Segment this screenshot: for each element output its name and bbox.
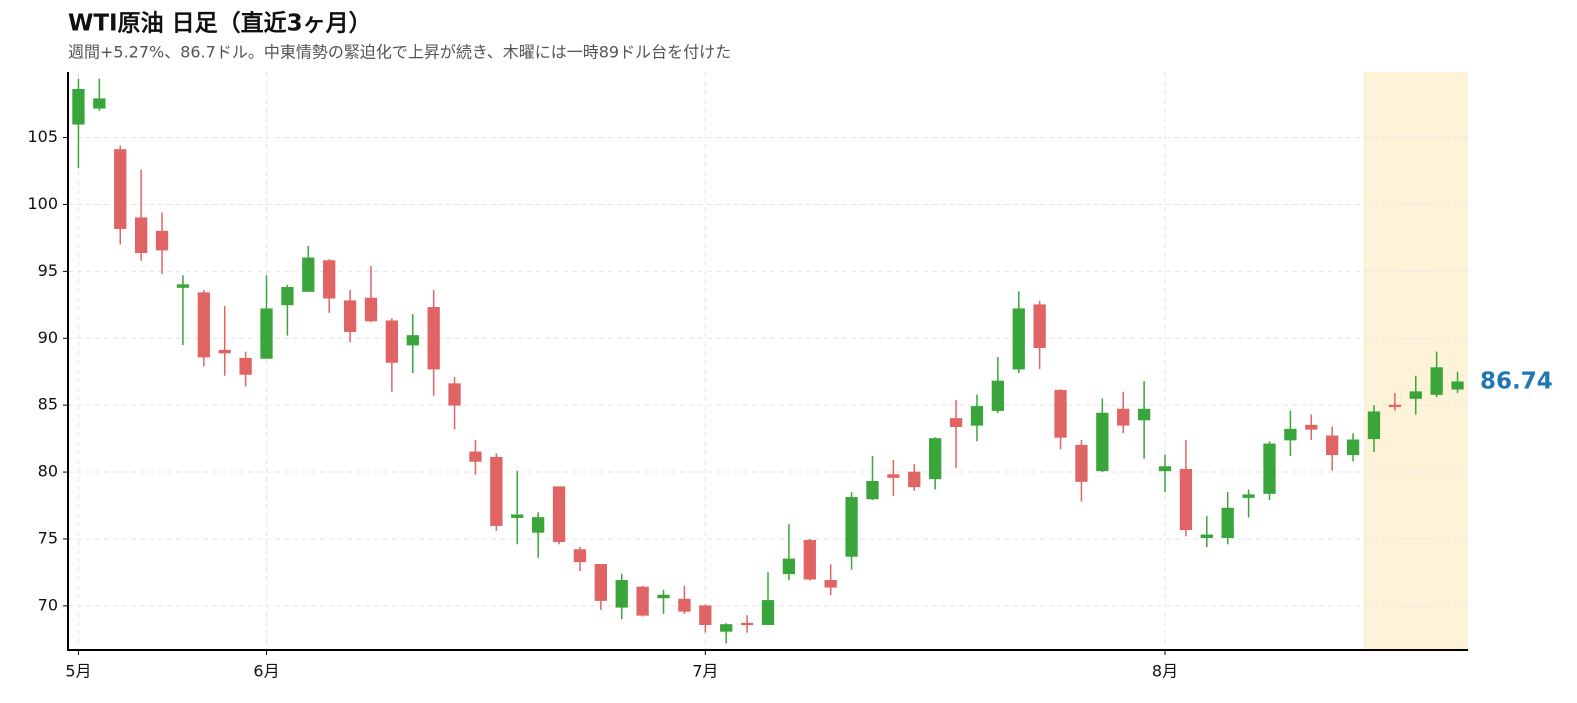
y-tick-label: 95 — [38, 261, 58, 280]
y-tick-label: 75 — [38, 528, 58, 547]
candle-body — [1096, 412, 1109, 472]
candle-body — [720, 624, 733, 632]
y-tick-label: 80 — [38, 462, 58, 481]
chart-subtitle: 週間+5.27%、86.7ドル。中東情勢の緊迫化で上昇が続き、木曜には一時89ド… — [68, 43, 731, 62]
candle-body — [469, 451, 482, 462]
candle-body — [782, 558, 796, 575]
candle-body — [866, 481, 879, 500]
candle-body — [552, 486, 566, 543]
candle-body — [970, 406, 984, 426]
candle-body — [239, 357, 252, 375]
candle-body — [824, 580, 837, 588]
y-tick-label: 90 — [38, 328, 58, 347]
candle-body — [302, 257, 315, 292]
candle-body — [740, 622, 754, 626]
candle-body — [1033, 304, 1046, 349]
candle-body — [218, 349, 231, 354]
x-tick-label: 8月 — [1152, 662, 1178, 681]
candle-body — [1158, 466, 1172, 472]
candle-body — [803, 539, 816, 580]
candle-body — [1326, 435, 1339, 456]
y-tick-label: 70 — [38, 595, 58, 614]
candle-body — [908, 471, 921, 488]
candle-body — [1451, 381, 1464, 390]
candle-body — [1430, 367, 1443, 395]
candle-body — [448, 383, 461, 406]
highlight-band — [1363, 72, 1468, 650]
candle-body — [176, 284, 190, 288]
candle-body — [260, 308, 273, 359]
candle-body — [991, 380, 1004, 411]
candle-body — [490, 456, 503, 526]
candle-body — [1117, 408, 1130, 426]
candle-body — [845, 497, 858, 557]
y-tick-label: 100 — [27, 194, 58, 213]
candle-body — [1346, 439, 1360, 456]
candle-body — [1263, 443, 1276, 494]
candle-body — [93, 98, 106, 109]
candle-body — [1200, 534, 1213, 539]
candle-body — [364, 297, 378, 322]
candle-body — [1075, 444, 1088, 482]
candle-body — [678, 598, 691, 612]
candle-body — [1305, 424, 1318, 430]
candle-body — [573, 549, 587, 563]
candle-body — [323, 260, 336, 299]
candle-body — [532, 517, 545, 533]
candle-body — [385, 320, 399, 363]
candle-body — [887, 474, 900, 478]
candle-body — [761, 600, 775, 625]
x-tick-label: 5月 — [65, 662, 91, 681]
x-tick-label: 6月 — [253, 662, 279, 681]
candle-body — [1179, 468, 1193, 530]
candle-body — [949, 418, 963, 427]
candle-body — [72, 88, 85, 125]
last-price-label: 86.74 — [1480, 368, 1553, 394]
candle-body — [636, 586, 649, 616]
candle-body — [427, 307, 440, 370]
candle-body — [114, 149, 127, 229]
candle-body — [929, 438, 942, 480]
candle-body — [657, 594, 670, 599]
candle-body — [197, 292, 210, 358]
candle-body — [1409, 391, 1422, 399]
candle-body — [615, 580, 628, 608]
candle-body — [699, 605, 712, 625]
candle-body — [1242, 494, 1255, 498]
candle-body — [511, 514, 524, 518]
y-tick-label: 105 — [27, 127, 58, 146]
candle-body — [1137, 408, 1151, 421]
candle-body — [1054, 390, 1067, 438]
candle-body — [1367, 411, 1381, 440]
candle-body — [155, 230, 169, 251]
candle-body — [1388, 404, 1402, 408]
candle-body — [1221, 507, 1234, 539]
candle-body — [406, 335, 419, 346]
candle-body — [343, 300, 357, 332]
candle-body — [281, 287, 294, 306]
candle-body — [1284, 428, 1297, 441]
x-tick-label: 7月 — [692, 662, 718, 681]
candle-body — [134, 217, 148, 254]
candle-body — [594, 563, 607, 601]
chart-title: WTI原油 日足（直近3ヶ月） — [68, 10, 372, 37]
y-tick-label: 85 — [38, 395, 58, 414]
candle-body — [1012, 308, 1025, 370]
